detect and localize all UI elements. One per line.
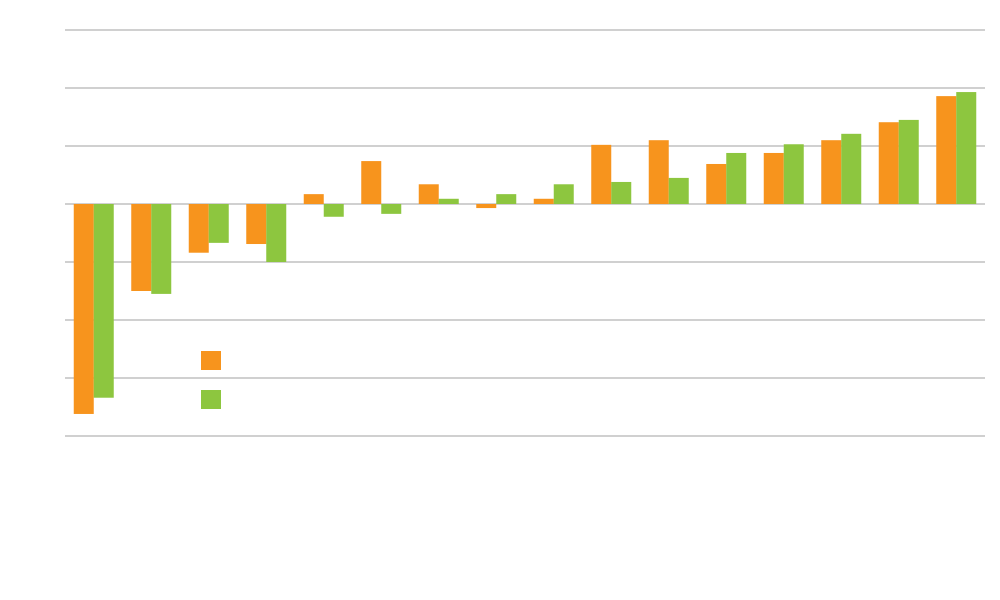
bar xyxy=(898,119,919,204)
bar xyxy=(93,204,114,398)
bar xyxy=(878,122,899,204)
bar xyxy=(381,204,402,214)
bar xyxy=(936,96,957,204)
bar xyxy=(188,204,209,253)
bar xyxy=(533,198,554,204)
legend-swatch xyxy=(201,351,221,370)
bar xyxy=(821,140,842,204)
bar xyxy=(361,161,382,204)
bar xyxy=(553,184,574,204)
bar xyxy=(841,133,862,204)
bar xyxy=(706,163,727,204)
legend-swatch xyxy=(201,390,221,409)
bar xyxy=(151,204,172,294)
bar xyxy=(438,198,459,204)
bar xyxy=(763,152,784,204)
bar xyxy=(611,181,632,204)
bar xyxy=(418,184,439,204)
bar xyxy=(208,204,229,243)
bar xyxy=(323,204,344,217)
bar xyxy=(648,140,669,204)
bar xyxy=(591,144,612,204)
bar xyxy=(726,152,747,204)
bar xyxy=(476,204,497,209)
bar xyxy=(303,194,324,204)
bar xyxy=(496,194,517,204)
bar xyxy=(246,204,267,245)
bar xyxy=(783,144,804,204)
bar xyxy=(131,204,152,291)
bar xyxy=(73,204,94,414)
bar xyxy=(266,204,287,262)
bar xyxy=(956,92,977,204)
bar xyxy=(668,177,689,204)
